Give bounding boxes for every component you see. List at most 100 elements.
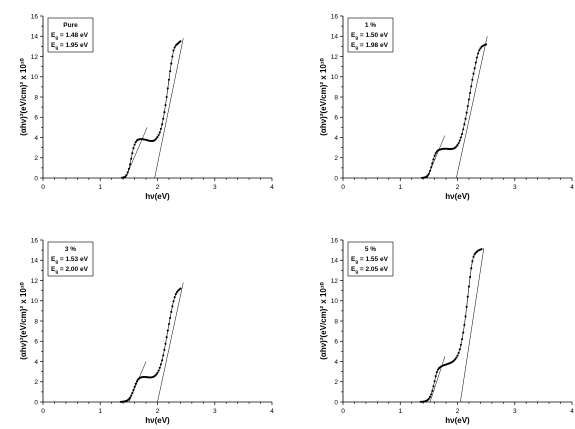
y-tick-label: 0 bbox=[334, 175, 338, 182]
y-tick-label: 6 bbox=[334, 339, 338, 346]
data-point bbox=[469, 91, 472, 94]
data-point bbox=[124, 175, 127, 178]
y-tick-label: 2 bbox=[34, 155, 38, 162]
data-point bbox=[133, 143, 136, 146]
data-point bbox=[173, 46, 176, 49]
data-point bbox=[457, 351, 460, 354]
data-point bbox=[126, 171, 129, 174]
data-point bbox=[459, 343, 462, 346]
data-point bbox=[467, 285, 471, 288]
x-tick-label: 0 bbox=[341, 184, 345, 191]
fit-line-1 bbox=[429, 356, 446, 403]
data-point bbox=[134, 141, 137, 144]
data-point bbox=[474, 61, 477, 64]
data-point bbox=[459, 136, 462, 139]
data-point bbox=[170, 310, 173, 313]
y-tick-label: 4 bbox=[334, 135, 338, 142]
y-tick-label: 14 bbox=[31, 34, 39, 41]
data-point bbox=[172, 49, 175, 52]
x-axis-label: hν(eV) bbox=[445, 192, 470, 201]
data-point bbox=[431, 389, 434, 392]
data-point bbox=[127, 398, 130, 401]
data-point bbox=[456, 144, 459, 147]
x-tick-label: 1 bbox=[98, 184, 102, 191]
legend-box bbox=[347, 17, 394, 53]
legend: 5 % Eg = 1.55 eV Eg = 2.05 eV bbox=[347, 241, 394, 277]
data-point bbox=[431, 162, 434, 165]
data-point bbox=[436, 368, 440, 371]
y-tick-label: 8 bbox=[34, 94, 38, 101]
x-tick-label: 2 bbox=[156, 184, 160, 191]
data-point bbox=[171, 55, 174, 58]
fit-line-2 bbox=[154, 38, 184, 179]
data-point bbox=[135, 380, 138, 383]
y-axis-label: (αhν)²(eV/cm)² x 10¹⁰ bbox=[19, 281, 28, 359]
data-point bbox=[131, 152, 134, 155]
data-point bbox=[480, 248, 483, 251]
data-point bbox=[163, 111, 166, 114]
data-point bbox=[432, 385, 435, 388]
data-point bbox=[465, 305, 468, 308]
data-point bbox=[167, 78, 170, 81]
fit-line-1 bbox=[125, 127, 148, 179]
data-point bbox=[428, 395, 432, 398]
data-point bbox=[470, 267, 473, 270]
data-point bbox=[432, 158, 435, 161]
data-point bbox=[128, 163, 132, 166]
data-point bbox=[158, 131, 161, 134]
data-point bbox=[165, 336, 168, 339]
data-point bbox=[477, 52, 480, 55]
data-point bbox=[466, 295, 469, 298]
x-axis-label: hν(eV) bbox=[145, 416, 170, 425]
data-point bbox=[132, 147, 135, 150]
y-tick-label: 2 bbox=[334, 155, 338, 162]
data-point bbox=[478, 49, 481, 52]
data-point bbox=[430, 393, 433, 396]
legend-band-gap: Eg = 1.50 eV bbox=[351, 32, 389, 40]
data-point bbox=[469, 275, 472, 279]
data-point bbox=[467, 98, 471, 101]
data-point bbox=[471, 260, 474, 263]
data-point bbox=[133, 385, 136, 388]
data-point bbox=[170, 62, 173, 65]
data-point bbox=[470, 85, 473, 88]
data-point bbox=[465, 111, 468, 114]
data-point bbox=[162, 354, 165, 357]
data-point bbox=[479, 47, 482, 50]
data-point bbox=[158, 366, 161, 369]
data-curve bbox=[121, 41, 181, 179]
x-tick-label: 1 bbox=[398, 408, 402, 415]
x-tick-label: 3 bbox=[213, 184, 217, 191]
y-tick-label: 6 bbox=[34, 115, 38, 122]
fit-line-2 bbox=[157, 282, 184, 403]
data-point bbox=[130, 394, 133, 397]
x-tick-label: 2 bbox=[456, 184, 460, 191]
x-tick-label: 2 bbox=[156, 408, 160, 415]
data-point bbox=[179, 287, 182, 290]
data-point bbox=[127, 167, 130, 170]
y-tick-label: 14 bbox=[31, 258, 39, 265]
data-point bbox=[159, 127, 162, 130]
data-point bbox=[166, 87, 169, 90]
y-tick-label: 14 bbox=[331, 34, 339, 41]
data-point bbox=[155, 137, 158, 140]
data-point bbox=[462, 128, 465, 131]
data-point bbox=[130, 157, 133, 160]
data-point bbox=[167, 322, 170, 326]
data-curve bbox=[120, 288, 181, 403]
y-tick-label: 0 bbox=[34, 175, 38, 182]
data-point bbox=[473, 253, 476, 256]
y-tick-label: 10 bbox=[331, 74, 339, 81]
data-point bbox=[427, 172, 430, 175]
data-point bbox=[131, 392, 134, 395]
data-point bbox=[161, 123, 164, 126]
data-curve bbox=[421, 44, 487, 179]
data-point bbox=[461, 132, 464, 136]
x-tick-label: 4 bbox=[270, 184, 274, 191]
data-point bbox=[174, 293, 177, 296]
data-point bbox=[485, 43, 488, 46]
y-tick-label: 12 bbox=[331, 54, 339, 61]
legend-band-gap: Eg = 1.98 eV bbox=[351, 42, 389, 50]
